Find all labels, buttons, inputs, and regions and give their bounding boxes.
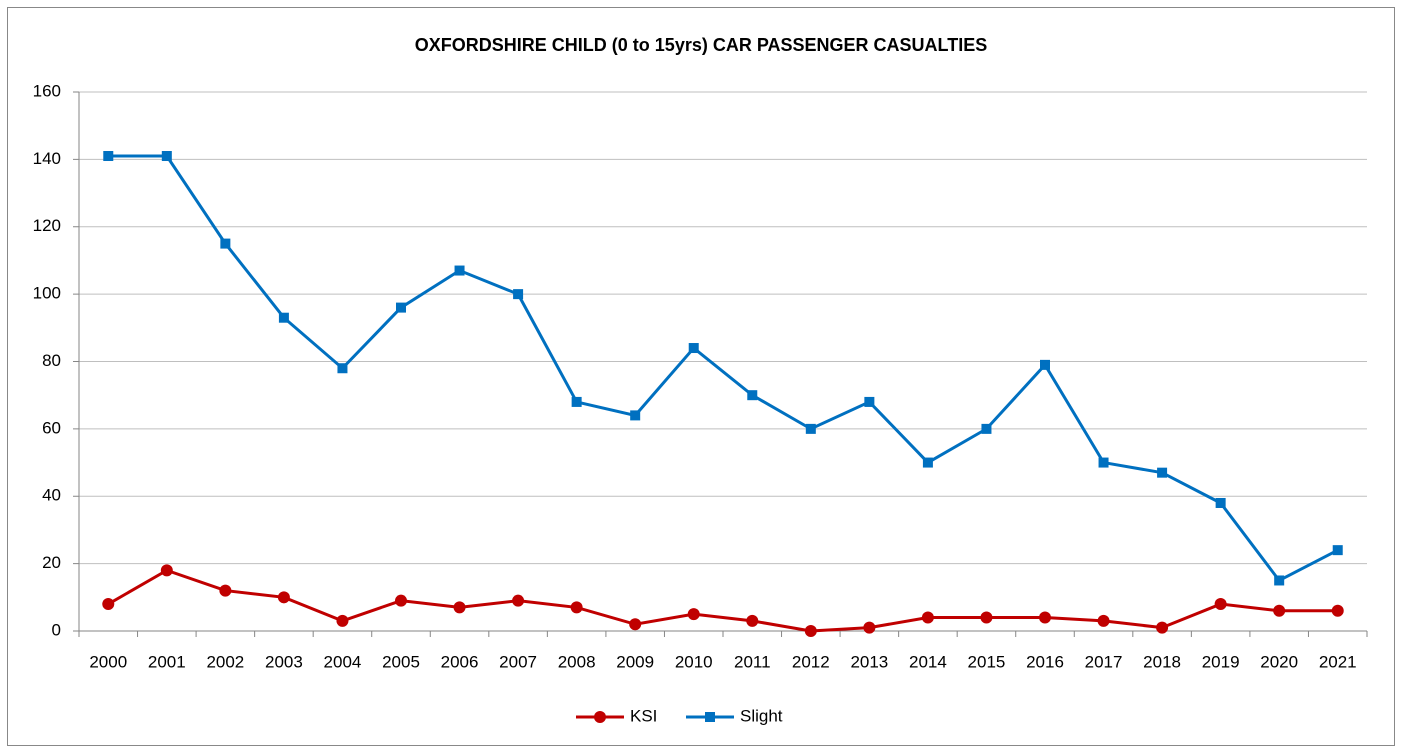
legend-marker bbox=[594, 711, 606, 723]
y-tick-label: 60 bbox=[42, 418, 61, 437]
x-tick-label: 2010 bbox=[675, 652, 713, 671]
x-tick-label: 2003 bbox=[265, 652, 303, 671]
data-point bbox=[571, 396, 582, 407]
x-tick-label: 2005 bbox=[382, 652, 420, 671]
y-tick-label: 120 bbox=[33, 216, 61, 235]
data-point bbox=[395, 594, 407, 607]
data-point bbox=[396, 302, 406, 313]
x-tick-label: 2018 bbox=[1143, 652, 1181, 671]
data-point bbox=[1040, 359, 1050, 370]
x-tick-label: 2011 bbox=[734, 652, 771, 671]
data-point bbox=[980, 611, 993, 624]
data-point bbox=[629, 618, 642, 631]
data-point bbox=[512, 594, 525, 607]
chart-title: OXFORDSHIRE CHILD (0 to 15yrs) CAR PASSE… bbox=[415, 35, 987, 55]
legend-label: KSI bbox=[630, 706, 657, 725]
x-tick-label: 2016 bbox=[1026, 652, 1064, 671]
data-point bbox=[1214, 598, 1227, 611]
data-point bbox=[453, 601, 466, 614]
data-point bbox=[161, 151, 172, 162]
x-tick-label: 2020 bbox=[1260, 652, 1298, 671]
series-line bbox=[108, 154, 1339, 583]
y-tick-label: 80 bbox=[42, 351, 61, 370]
x-tick-label: 2004 bbox=[324, 652, 362, 671]
data-point bbox=[1332, 545, 1343, 556]
data-point bbox=[160, 564, 173, 577]
data-point bbox=[277, 591, 290, 604]
y-tick-label: 40 bbox=[42, 486, 61, 505]
data-point bbox=[630, 410, 641, 421]
x-tick-label: 2012 bbox=[792, 652, 830, 671]
data-point bbox=[219, 584, 232, 597]
data-point bbox=[981, 423, 992, 434]
data-point bbox=[1274, 575, 1285, 586]
data-point bbox=[1331, 604, 1344, 617]
y-tick-label: 160 bbox=[33, 81, 61, 100]
x-tick-label: 2000 bbox=[89, 652, 127, 671]
data-point bbox=[804, 625, 817, 637]
data-point bbox=[864, 396, 875, 407]
data-point bbox=[863, 621, 876, 634]
data-point bbox=[1098, 457, 1109, 468]
data-point bbox=[102, 598, 115, 611]
data-point bbox=[220, 238, 231, 249]
x-tick-label: 2021 bbox=[1319, 652, 1357, 671]
data-point bbox=[921, 611, 934, 624]
x-tick-label: 2013 bbox=[850, 652, 888, 671]
x-tick-label: 2001 bbox=[148, 652, 186, 671]
data-point bbox=[513, 289, 524, 300]
data-point bbox=[922, 457, 933, 468]
chart-border bbox=[7, 7, 1395, 746]
x-tick-label: 2007 bbox=[499, 652, 537, 671]
data-point bbox=[746, 614, 759, 627]
y-tick-label: 100 bbox=[33, 284, 61, 303]
x-tick-label: 2014 bbox=[909, 652, 947, 671]
data-point bbox=[336, 614, 349, 627]
data-point bbox=[1157, 467, 1168, 478]
x-tick-label: 2006 bbox=[441, 652, 479, 671]
x-tick-label: 2017 bbox=[1085, 652, 1123, 671]
data-point bbox=[805, 423, 816, 434]
data-point bbox=[1273, 604, 1286, 617]
x-tick-label: 2009 bbox=[616, 652, 654, 671]
x-tick-label: 2002 bbox=[206, 652, 244, 671]
y-tick-label: 20 bbox=[42, 553, 61, 572]
data-point bbox=[1039, 611, 1051, 624]
series-line bbox=[107, 568, 1338, 633]
data-point bbox=[747, 390, 758, 401]
data-point bbox=[1097, 614, 1110, 627]
y-tick-label: 0 bbox=[52, 620, 61, 639]
data-point bbox=[1215, 497, 1226, 508]
data-point bbox=[570, 601, 583, 614]
data-point bbox=[103, 151, 114, 162]
legend-marker bbox=[705, 712, 715, 722]
data-point bbox=[337, 363, 348, 374]
x-tick-label: 2015 bbox=[968, 652, 1006, 671]
x-tick-label: 2008 bbox=[558, 652, 596, 671]
y-tick-label: 140 bbox=[33, 149, 61, 168]
legend-label: Slight bbox=[740, 706, 783, 725]
x-tick-label: 2019 bbox=[1202, 652, 1240, 671]
data-point bbox=[278, 312, 289, 323]
data-point bbox=[688, 343, 699, 354]
data-point bbox=[454, 265, 465, 276]
data-point bbox=[687, 608, 700, 621]
data-point bbox=[1156, 621, 1169, 634]
